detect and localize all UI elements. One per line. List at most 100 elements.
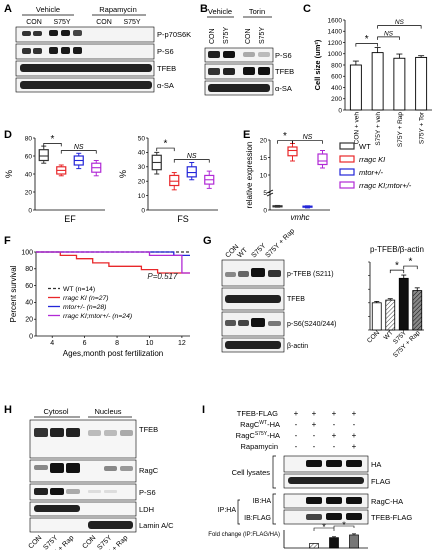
legend-label: rragc KI;mtor+/- (n=24) [63, 313, 132, 320]
y-tick-label: 10 [138, 193, 146, 200]
blot-bands [208, 51, 270, 92]
y-tick-label: 20 [138, 179, 146, 186]
sig-label: * [342, 520, 346, 530]
sig-bracket [355, 43, 378, 47]
blot-label: TFEB [275, 67, 294, 76]
panel-letter-a: A [4, 3, 12, 15]
legend-label: rragc KI [359, 155, 385, 164]
sig-label: * [51, 134, 55, 145]
legend-swatch [339, 168, 355, 176]
blot-bands [34, 428, 133, 529]
panel-a: A Vehicle Rapamycin CON S75Y CON S75Y P-… [4, 3, 191, 93]
chart-title: EF [64, 214, 76, 224]
ip-label: IP:HA [218, 507, 237, 514]
bar [412, 290, 423, 331]
lane-label: CON [26, 19, 42, 26]
bar [349, 534, 359, 549]
lane-label: CON [209, 28, 216, 44]
x-tick-label: 4 [50, 340, 54, 347]
panel-letter-e: E [243, 129, 250, 141]
condition-label: RagCWT-HA [240, 420, 280, 429]
y-tick-label: 40 [25, 171, 33, 178]
chart-i: Fold change (IP:FLAG/HA) * * [208, 520, 368, 549]
legend-label: WT [359, 142, 371, 151]
panel-letter-i: I [202, 404, 205, 416]
blot-strip [29, 459, 137, 483]
panel-letter-g: G [203, 235, 212, 247]
blot-label: p-S6(S240/244) [287, 321, 336, 328]
blot-label: FLAG [371, 477, 391, 486]
y-tick-label: 1400 [328, 29, 343, 36]
panel-letter-c: C [303, 3, 311, 15]
bar [415, 56, 428, 111]
group-label: Rapamycin [99, 5, 137, 14]
sig-label: * [365, 34, 369, 45]
x-tick-label: S75Y + veh [375, 112, 382, 146]
group-label: Vehicle [208, 7, 232, 16]
condition-sign: + [332, 409, 337, 418]
bar [398, 277, 409, 331]
panel-c: C 0 200 400 600 800 1000 1200 1400 1600 Cell size… [303, 3, 432, 147]
sig-bracket [377, 36, 400, 40]
condition-sign: - [353, 420, 356, 429]
y-tick-label: 50 [138, 135, 146, 142]
legend-swatch [339, 155, 355, 163]
sig-bracket [403, 265, 418, 270]
blot-bands [288, 460, 364, 520]
chart-e: 0 5 10 15 20 relative expression vmhc * NS [245, 131, 330, 222]
bar [393, 57, 406, 111]
condition-sign: - [313, 431, 316, 440]
sig-bracket [60, 150, 97, 154]
blot-strip [204, 47, 274, 63]
x-tick-label: S75Y + Rap [397, 112, 404, 148]
panel-e: E 0 5 10 15 20 relative expression vmhc * NS WT … [243, 129, 412, 222]
sig-bracket [173, 159, 210, 163]
box [186, 166, 197, 178]
x-axis-label: vmhc [290, 213, 309, 222]
y-tick-label: 20 [25, 189, 33, 196]
sig-label: * [322, 522, 326, 532]
bar [309, 543, 319, 549]
x-tick-label: S75Y + Tor [419, 111, 426, 144]
y-tick-label: 800 [331, 62, 342, 69]
y-tick-label: 10 [260, 172, 268, 179]
y-tick-label: 60 [25, 283, 33, 290]
sig-label: * [164, 139, 168, 150]
panel-f: F 0 20 40 60 80 100 4 6 8 10 12 Percent survival Age… [4, 235, 190, 358]
group-label: Vehicle [36, 5, 60, 14]
bar [349, 64, 362, 111]
panel-i: I TFEB-FLAG RagCWT-HA RagCS75Y-HA Rapamy… [202, 404, 412, 549]
y-tick-label: 100 [21, 249, 33, 256]
sig-bracket [377, 25, 422, 29]
panel-letter-d: D [4, 129, 12, 141]
blot-label: TFEB [139, 425, 158, 434]
chart-title: p-TFEB/β-actin [370, 245, 424, 254]
condition-sign: + [352, 409, 357, 418]
box [38, 149, 49, 162]
legend-label: rragc KI (n=27) [63, 295, 109, 302]
condition-sign: - [333, 420, 336, 429]
sig-bracket [156, 147, 175, 152]
survival-line [36, 251, 190, 274]
y-tick-label: 0 [28, 207, 32, 214]
legend-swatch [339, 142, 355, 150]
condition-sign: + [294, 409, 299, 418]
condition-sign: + [352, 431, 357, 440]
legend-label: WT (n=14) [63, 286, 95, 293]
lane-label: CON [96, 19, 112, 26]
y-tick-label: 80 [25, 135, 33, 142]
condition-sign: - [333, 442, 336, 451]
blot-label: Lamin A/C [139, 521, 174, 530]
y-axis-label: Cell size (um²) [313, 39, 322, 90]
box [287, 146, 298, 157]
y-tick-label: 40 [25, 300, 33, 307]
legend-swatch [339, 181, 355, 189]
blot-label: RagC-HA [371, 497, 403, 506]
sig-bracket [292, 140, 323, 144]
condition-sign: + [312, 420, 317, 429]
blot-label: p-TFEB (S211) [287, 271, 334, 278]
condition-sign: - [313, 442, 316, 451]
bracket [237, 499, 240, 525]
